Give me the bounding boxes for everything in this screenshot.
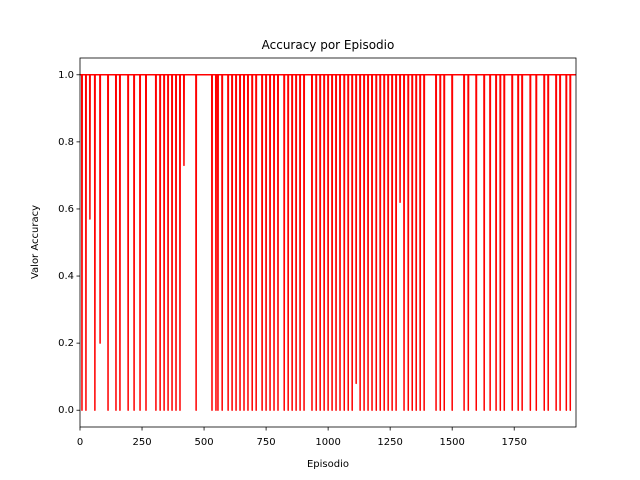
y-axis-label: Valor Accuracy xyxy=(30,205,41,279)
data-line xyxy=(80,74,576,411)
y-tick-label: 0.2 xyxy=(58,338,74,349)
x-tick-label: 1250 xyxy=(377,437,402,448)
x-axis-label: Episodio xyxy=(307,459,349,470)
axes-frame xyxy=(79,57,577,428)
y-tick-label: 1.0 xyxy=(58,70,74,81)
x-tick-label: 1750 xyxy=(501,437,526,448)
chart-title: Accuracy por Episodio xyxy=(262,38,395,52)
x-tick-label: 1500 xyxy=(439,437,464,448)
x-tick-label: 1000 xyxy=(315,437,340,448)
y-tick-label: 0.4 xyxy=(58,271,74,282)
x-tick-label: 750 xyxy=(257,437,276,448)
y-tick-label: 0.8 xyxy=(58,137,74,148)
y-tick-label: 0.6 xyxy=(58,204,74,215)
x-tick-label: 250 xyxy=(132,437,151,448)
x-tick-label: 0 xyxy=(77,437,83,448)
x-tick-label: 500 xyxy=(195,437,214,448)
y-tick-label: 0.0 xyxy=(58,405,74,416)
